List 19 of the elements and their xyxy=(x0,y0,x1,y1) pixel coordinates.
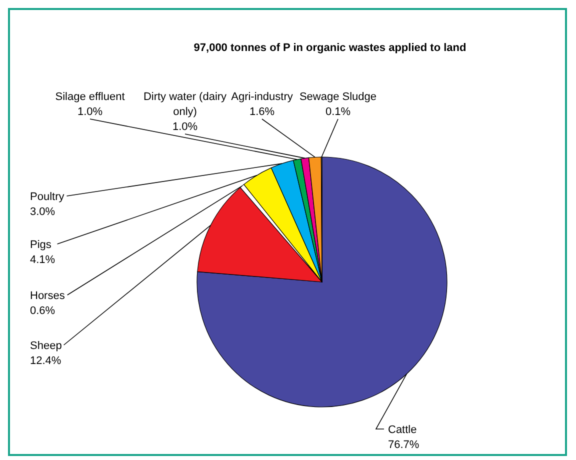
chart-title: 97,000 tonnes of P in organic wastes applied to land xyxy=(194,42,466,54)
data-label: 0.1% xyxy=(325,106,351,118)
data-label: 0.6% xyxy=(30,305,56,317)
data-label: 1.6% xyxy=(249,106,275,118)
slice-label: Sewage Sludge xyxy=(299,91,377,103)
slice-label: Dirty water (dairy only) xyxy=(143,91,228,118)
slice-label: Pigs xyxy=(30,239,52,251)
data-label: 3.0% xyxy=(30,206,56,218)
data-label: 4.1% xyxy=(30,254,56,266)
slice-label: Cattle xyxy=(388,424,417,436)
slice-label: Poultry xyxy=(30,191,65,203)
slice-label: Horses xyxy=(30,290,66,302)
data-label: 76.7% xyxy=(388,439,420,451)
data-label: 1.0% xyxy=(172,121,198,133)
slice-label: Agri-industry xyxy=(231,91,294,103)
data-label: 1.0% xyxy=(77,106,103,118)
data-label: 12.4% xyxy=(30,355,62,367)
slice-label: Sheep xyxy=(30,340,62,352)
slice-label: Silage effluent xyxy=(55,91,125,103)
